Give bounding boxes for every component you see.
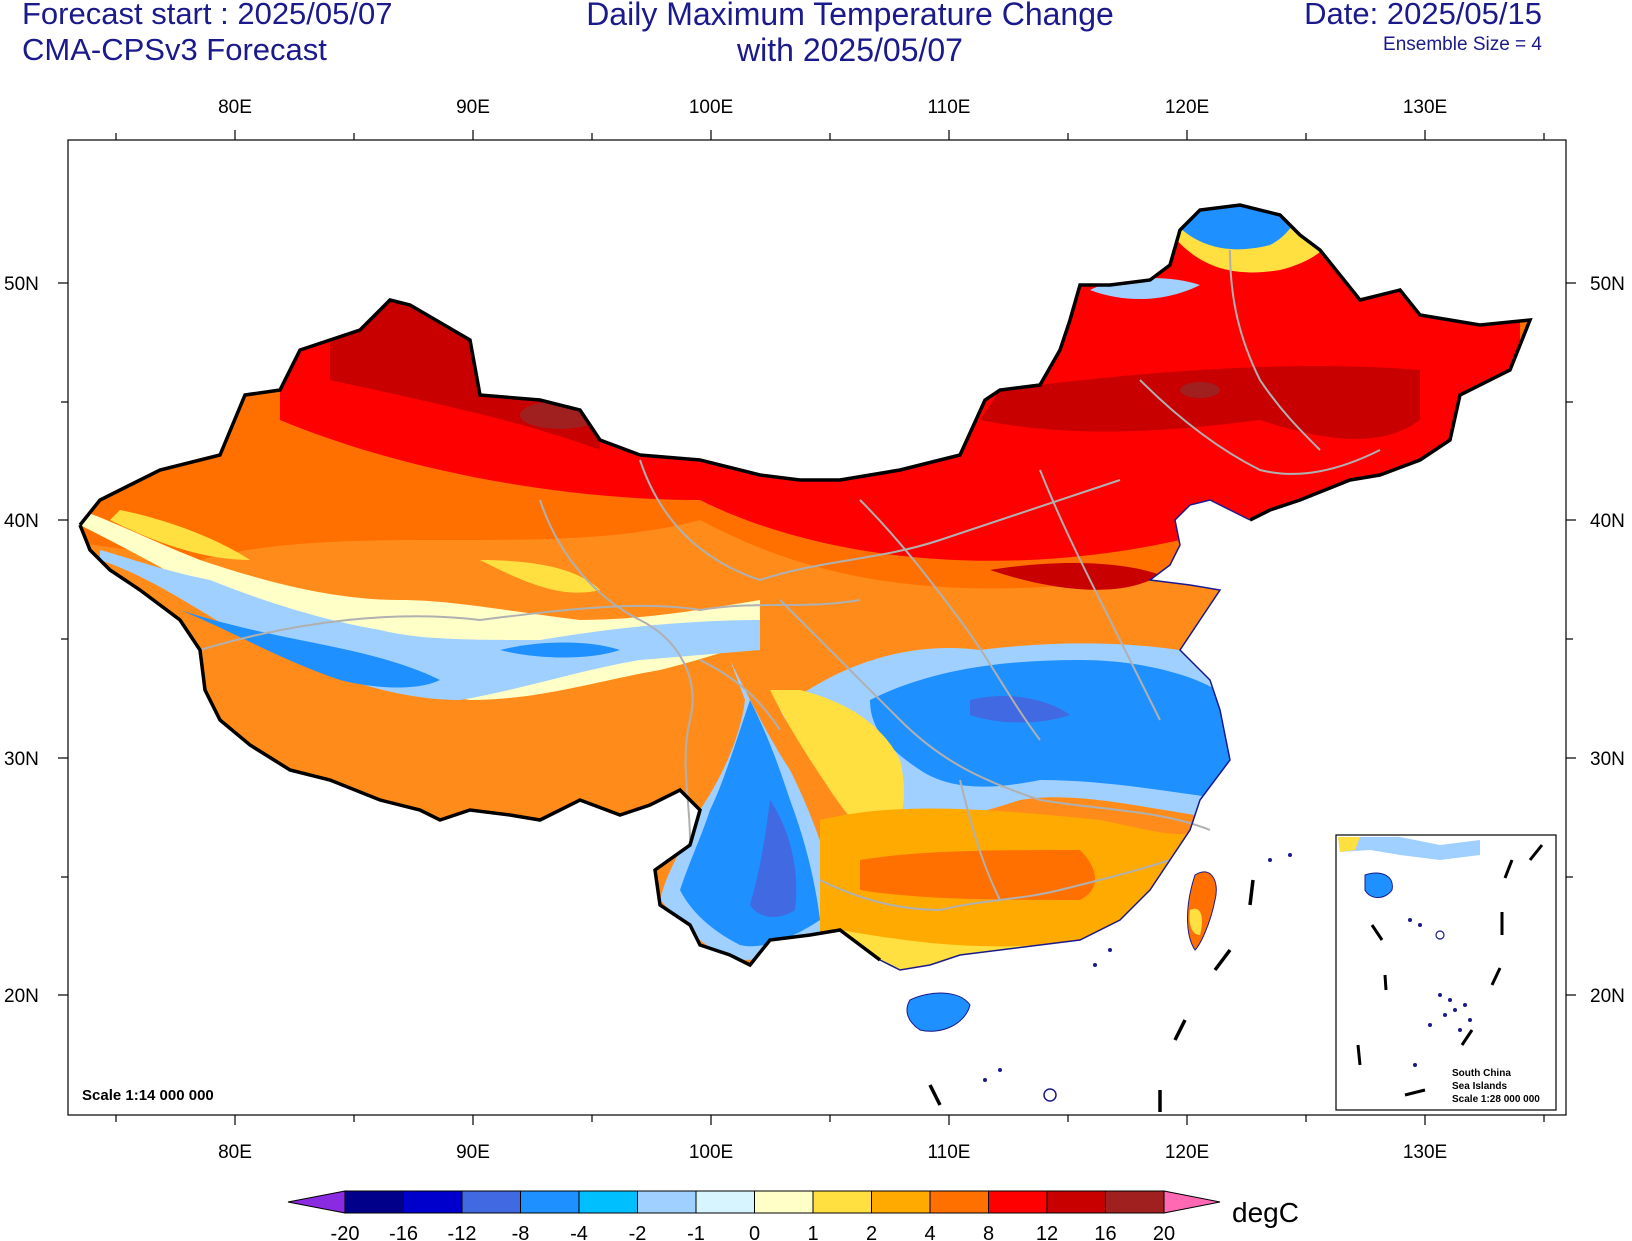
colorbar-left-arrow — [287, 1190, 346, 1214]
lon-label-top: 80E — [218, 97, 252, 118]
lat-label-left: 20N — [4, 986, 39, 1007]
title-line-2: with 2025/05/07 — [737, 32, 963, 68]
colorbar-tick-label: -2 — [629, 1223, 647, 1241]
date-label: Date: 2025/05/15 — [1304, 0, 1542, 31]
china-border-south — [78, 524, 882, 968]
lon-label-bottom: 110E — [928, 1142, 971, 1163]
lon-label-bottom: 100E — [689, 1142, 733, 1163]
colorbar-tick-label: 4 — [924, 1223, 935, 1241]
colorbar-unit: degC — [1232, 1197, 1299, 1228]
ensemble-size-label: Ensemble Size = 4 — [1383, 34, 1542, 55]
lon-label-top: 120E — [1165, 97, 1209, 118]
colorbar-box — [1046, 1190, 1106, 1214]
lon-label-top: 90E — [456, 97, 490, 118]
lat-label-right: 50N — [1590, 274, 1625, 295]
colorbar-box — [988, 1190, 1048, 1214]
colorbar-tick-label: 8 — [983, 1223, 994, 1241]
temperature-field — [80, 205, 1530, 970]
colorbar-box — [403, 1190, 463, 1214]
lat-label-left: 50N — [4, 274, 39, 295]
colorbar-tick-label: 12 — [1036, 1223, 1058, 1241]
china-border-north — [78, 203, 1533, 527]
colorbar-tick-label: -8 — [512, 1223, 530, 1241]
map-frame — [67, 139, 1567, 1116]
colorbar-tick-label: 16 — [1094, 1223, 1116, 1241]
colorbar-box — [578, 1190, 638, 1214]
inset-label-line1: South China — [1452, 1068, 1511, 1079]
title-line-1: Daily Maximum Temperature Change — [586, 0, 1114, 32]
colorbar-tick-label: 0 — [749, 1223, 760, 1241]
colorbar-tick-label: 20 — [1153, 1223, 1175, 1241]
lon-label-top: 130E — [1403, 97, 1447, 118]
lat-label-right: 30N — [1590, 749, 1625, 770]
colorbar-box — [929, 1190, 989, 1214]
colorbar-tick-label: -1 — [687, 1223, 705, 1241]
small-islands — [983, 853, 1292, 1102]
model-label: CMA-CPSv3 Forecast — [22, 32, 327, 67]
nine-dash-line — [928, 879, 1255, 1112]
colorbar-box — [871, 1190, 931, 1214]
hainan-island — [906, 992, 971, 1032]
colorbar-tick-label: -16 — [389, 1223, 418, 1241]
south-china-sea-inset: South China Sea Islands Scale 1:28 000 0… — [1335, 834, 1557, 1111]
china-coastline — [879, 499, 1251, 971]
colorbar-box — [695, 1190, 755, 1214]
lat-label-right: 40N — [1590, 511, 1625, 532]
colorbar-box — [754, 1190, 814, 1214]
colorbar-tick-label: -12 — [448, 1223, 477, 1241]
lon-label-top: 100E — [689, 97, 733, 118]
province-borders — [199, 249, 1381, 912]
lat-label-left: 30N — [4, 749, 39, 770]
lon-label-bottom: 90E — [456, 1142, 490, 1163]
colorbar-box — [520, 1190, 580, 1214]
colorbar-box — [1105, 1190, 1165, 1214]
lon-label-bottom: 130E — [1403, 1142, 1447, 1163]
colorbar-box — [812, 1190, 872, 1214]
lat-label-right: 20N — [1590, 986, 1625, 1007]
inset-label-line2: Sea Islands — [1452, 1081, 1507, 1092]
colorbar-legend: -20 -16 -12 -8 -4 -2 -1 0 1 2 4 8 12 16 20 degC — [287, 1190, 1299, 1241]
lon-label-bottom: 120E — [1165, 1142, 1209, 1163]
map-scale-label: Scale 1:14 000 000 — [82, 1087, 214, 1104]
colorbar-tick-label: -20 — [331, 1223, 360, 1241]
forecast-start-label: Forecast start : 2025/05/07 — [22, 0, 393, 31]
colorbar-tick-label: 2 — [866, 1223, 877, 1241]
lat-label-left: 40N — [4, 511, 39, 532]
colorbar-box — [637, 1190, 697, 1214]
colorbar-box — [344, 1190, 404, 1214]
colorbar-box — [461, 1190, 521, 1214]
map-ticks — [58, 130, 1576, 1125]
colorbar-tick-label: -4 — [570, 1223, 588, 1241]
inset-label-line3: Scale 1:28 000 000 — [1452, 1094, 1540, 1105]
lon-label-top: 110E — [928, 97, 971, 118]
colorbar-right-arrow — [1163, 1190, 1221, 1214]
lon-label-bottom: 80E — [218, 1142, 252, 1163]
colorbar-tick-label: 1 — [807, 1223, 818, 1241]
